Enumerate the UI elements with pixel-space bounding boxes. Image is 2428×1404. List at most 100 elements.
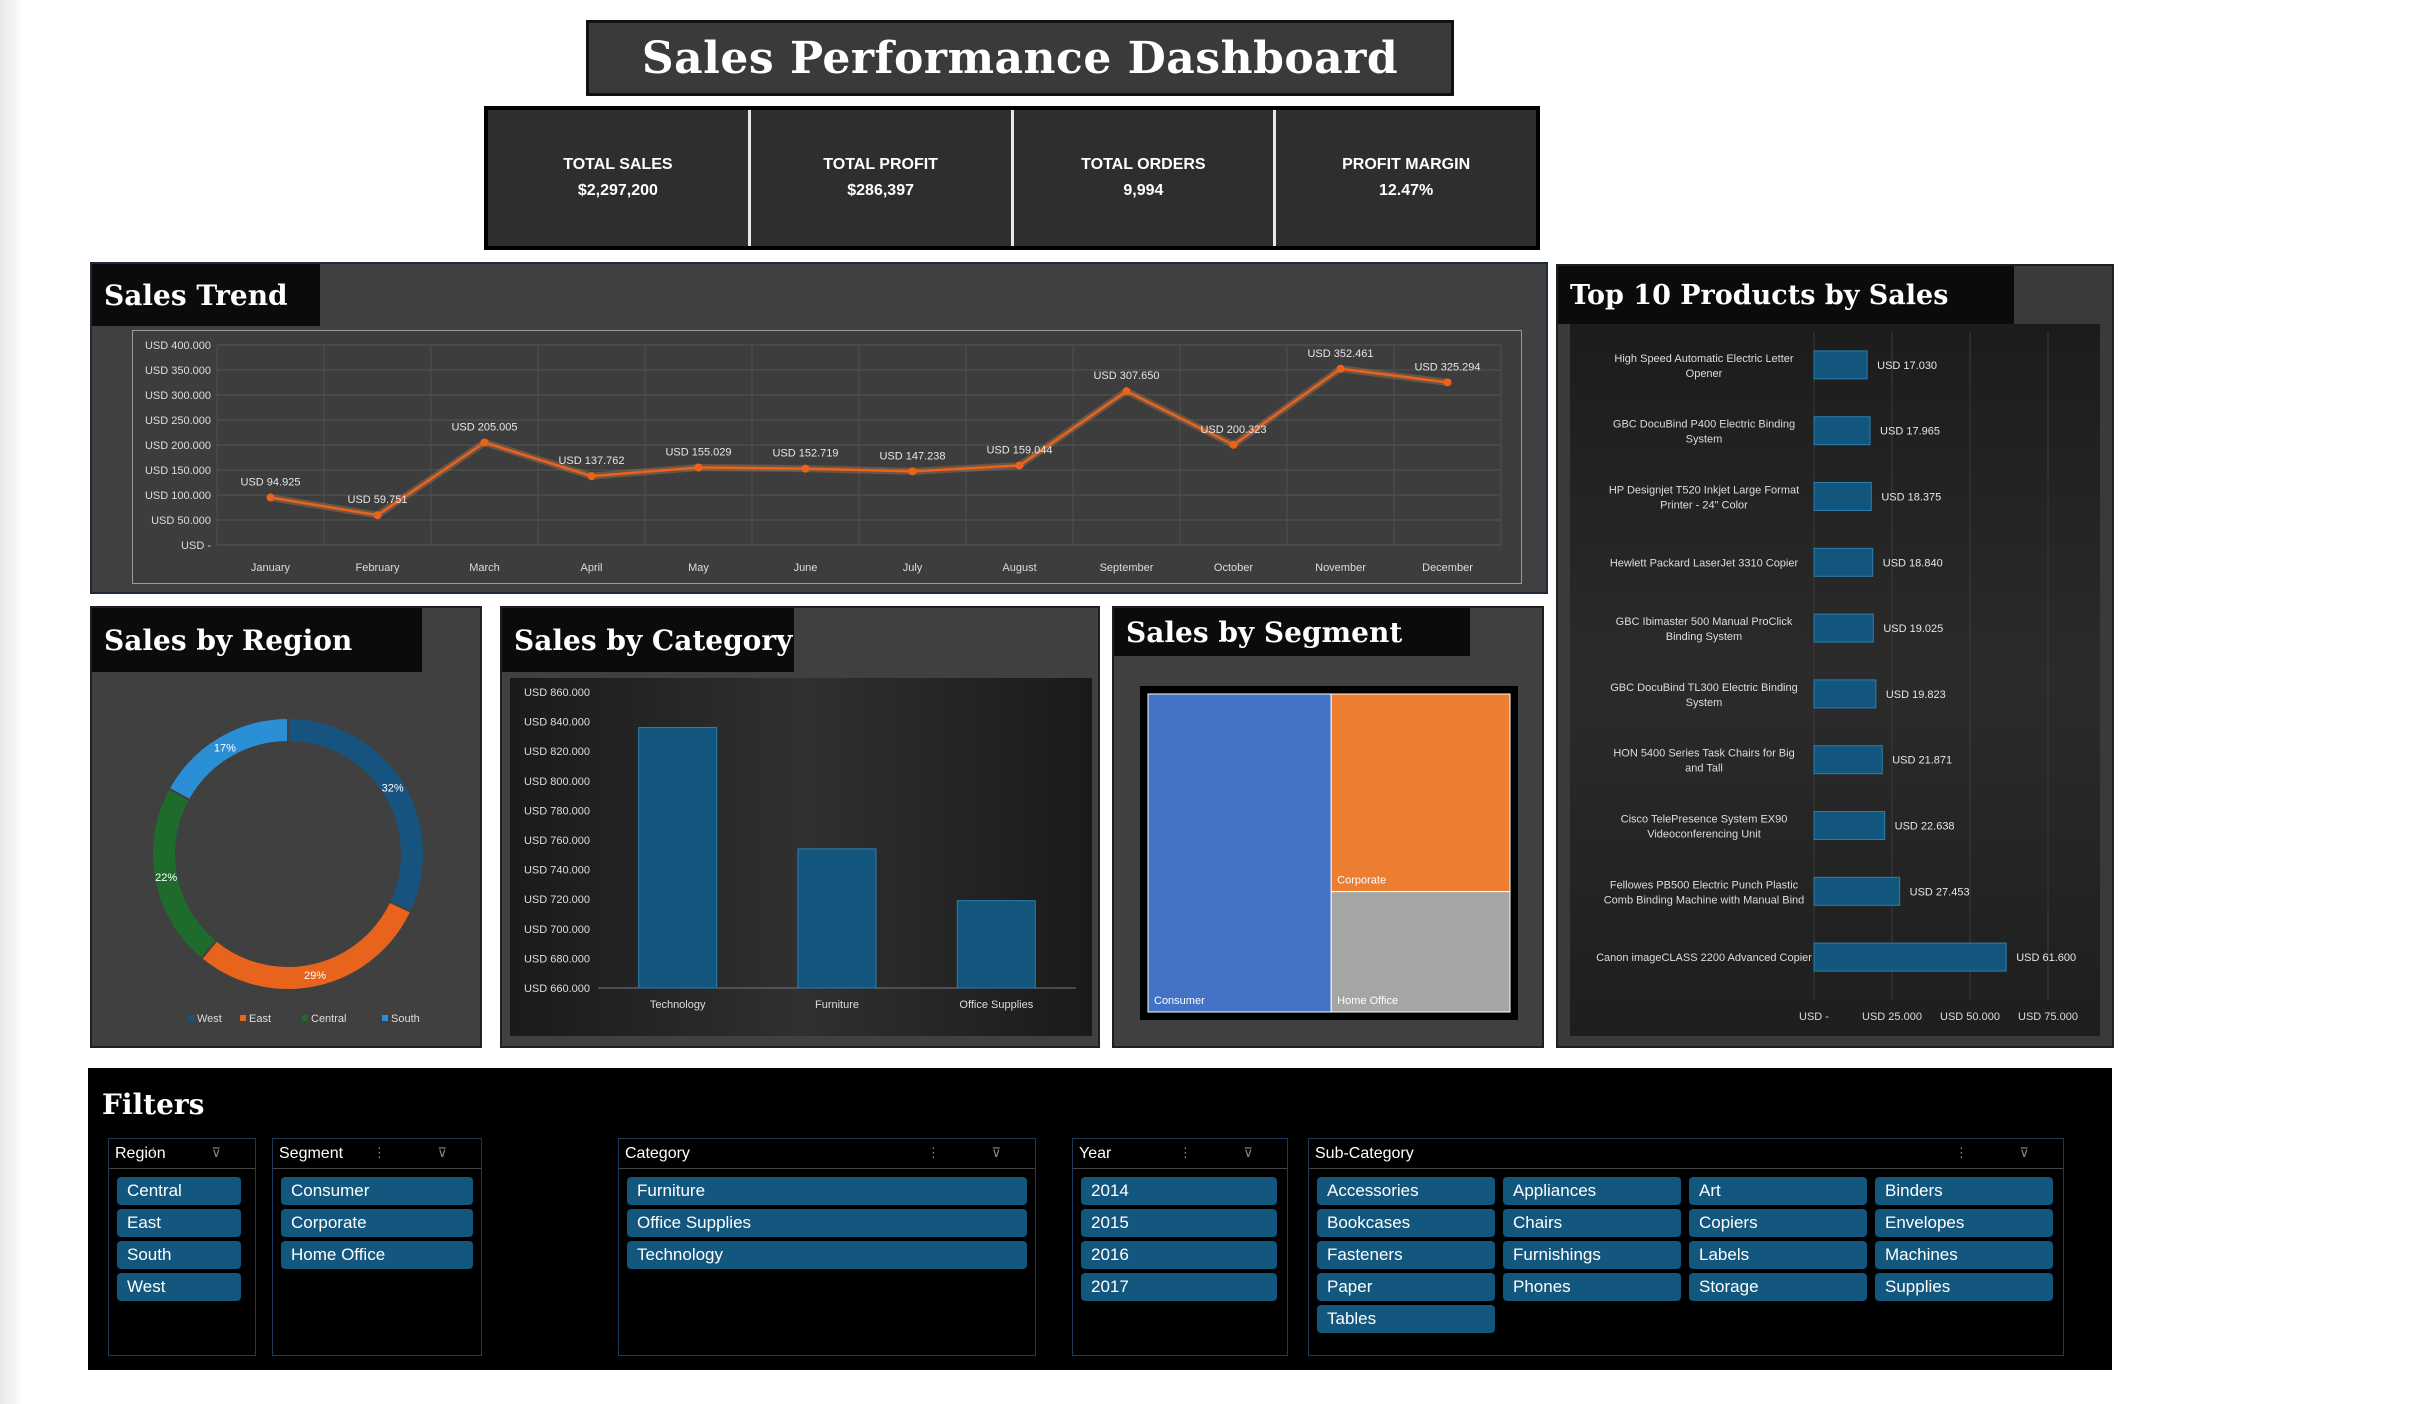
slicer-chip-fasteners[interactable]: Fasteners xyxy=(1317,1241,1495,1269)
slicer-year[interactable]: Year ⋮ ⊽ 2014 2015 2016 2017 xyxy=(1072,1138,1288,1356)
slicer-filter-icon[interactable]: ⋮ ⊽ xyxy=(926,1145,1025,1160)
trend-point[interactable] xyxy=(1015,461,1024,470)
category-y-tick: USD 780.000 xyxy=(524,805,590,817)
slicer-chip-home-office[interactable]: Home Office xyxy=(281,1241,473,1269)
trend-point[interactable] xyxy=(694,463,703,472)
slicer-region[interactable]: Region ⋮ ⊽ Central East South West xyxy=(108,1138,256,1356)
trend-x-tick: October xyxy=(1214,562,1253,574)
top-bar[interactable] xyxy=(1813,416,1871,446)
slicer-chip-corporate[interactable]: Corporate xyxy=(281,1209,473,1237)
slicer-chip-paper[interactable]: Paper xyxy=(1317,1273,1495,1301)
trend-y-tick: USD - xyxy=(181,540,211,552)
slicer-chip-chairs[interactable]: Chairs xyxy=(1503,1209,1681,1237)
trend-point[interactable] xyxy=(587,472,596,481)
slicer-filter-icon[interactable]: ⋮ ⊽ xyxy=(372,1145,471,1160)
slicer-chip-labels[interactable]: Labels xyxy=(1689,1241,1867,1269)
top-bar[interactable] xyxy=(1813,811,1886,840)
sales-by-region-panel[interactable]: Sales by Region 32% 29% 22% 17% West East Cent… xyxy=(90,606,482,1048)
slicer-chip-2014[interactable]: 2014 xyxy=(1081,1177,1277,1205)
region-data-label: 29% xyxy=(304,970,326,982)
slicer-chip-envelopes[interactable]: Envelopes xyxy=(1875,1209,2053,1237)
slicer-chip-accessories[interactable]: Accessories xyxy=(1317,1177,1495,1205)
filters-panel: Filters Region ⋮ ⊽ Central East South West … xyxy=(88,1068,2112,1370)
slicer-chip-2016[interactable]: 2016 xyxy=(1081,1241,1277,1269)
slicer-chip-west[interactable]: West xyxy=(117,1273,241,1301)
kpi-label: TOTAL PROFIT xyxy=(823,156,938,173)
slicer-category[interactable]: Category ⋮ ⊽ Furniture Office Supplies Tec… xyxy=(618,1138,1036,1356)
category-bar[interactable] xyxy=(797,848,877,989)
slicer-chip-technology[interactable]: Technology xyxy=(627,1241,1027,1269)
slicer-chip-art[interactable]: Art xyxy=(1689,1177,1867,1205)
slicer-sub-category[interactable]: Sub-Category ⋮ ⊽ Accessories Appliances Ar… xyxy=(1308,1138,2064,1356)
category-bar[interactable] xyxy=(956,900,1036,989)
slicer-header: Segment xyxy=(273,1139,481,1169)
trend-data-label: USD 59.751 xyxy=(348,494,408,506)
trend-point[interactable] xyxy=(1336,364,1345,373)
trend-point[interactable] xyxy=(266,493,275,502)
top-category-label: Hewlett Packard LaserJet 3310 Copier xyxy=(1610,557,1799,569)
trend-data-label: USD 325.294 xyxy=(1414,361,1480,373)
top-bar[interactable] xyxy=(1813,679,1877,709)
trend-point[interactable] xyxy=(1229,440,1238,449)
segment-label: Consumer xyxy=(1154,995,1205,1007)
panel-title: Sales by Category xyxy=(502,608,794,672)
sales-trend-panel[interactable]: Sales Trend USD 400.000 USD 350.000 USD 30… xyxy=(90,262,1548,594)
slicer-chip-2015[interactable]: 2015 xyxy=(1081,1209,1277,1237)
slicer-chip-south[interactable]: South xyxy=(117,1241,241,1269)
region-legend-swatch xyxy=(302,1015,308,1021)
top-bar[interactable] xyxy=(1813,482,1872,511)
slicer-filter-icon[interactable]: ⋮ ⊽ xyxy=(1178,1145,1277,1160)
slicer-title: Segment xyxy=(279,1144,344,1162)
category-bar[interactable] xyxy=(638,727,718,989)
region-slice-south[interactable] xyxy=(167,716,289,802)
region-slice-west[interactable] xyxy=(287,716,425,914)
top-bar[interactable] xyxy=(1813,876,1901,906)
top-bar[interactable] xyxy=(1813,745,1883,775)
segment-block-home-office[interactable] xyxy=(1330,891,1511,1013)
trend-point[interactable] xyxy=(480,438,489,447)
sales-by-segment-panel[interactable]: Sales by Segment Consumer Corporate Home O… xyxy=(1112,606,1544,1048)
top-bar[interactable] xyxy=(1813,350,1868,380)
slicer-chip-central[interactable]: Central xyxy=(117,1177,241,1205)
segment-block-corporate[interactable] xyxy=(1330,693,1511,893)
top-products-chart[interactable]: USD - USD 25.000 USD 50.000 USD 75.000 USD 1… xyxy=(1570,324,2100,1036)
slicer-filter-icon[interactable]: ⋮ ⊽ xyxy=(146,1145,245,1160)
slicer-chip-furnishings[interactable]: Furnishings xyxy=(1503,1241,1681,1269)
top-bar[interactable] xyxy=(1813,942,2007,972)
slicer-chip-phones[interactable]: Phones xyxy=(1503,1273,1681,1301)
category-chart[interactable]: USD 860.000 USD 840.000 USD 820.000 USD 800… xyxy=(510,678,1092,1036)
slicer-chip-east[interactable]: East xyxy=(117,1209,241,1237)
trend-y-tick: USD 350.000 xyxy=(145,365,211,377)
sales-by-category-panel[interactable]: Sales by Category USD 860.000 USD 840.000… xyxy=(500,606,1100,1048)
trend-point[interactable] xyxy=(1443,378,1452,387)
slicer-chip-binders[interactable]: Binders xyxy=(1875,1177,2053,1205)
trend-point[interactable] xyxy=(801,464,810,473)
slicer-chip-storage[interactable]: Storage xyxy=(1689,1273,1867,1301)
slicer-chip-furniture[interactable]: Furniture xyxy=(627,1177,1027,1205)
region-legend-label: Central xyxy=(311,1013,346,1025)
slicer-chip-copiers[interactable]: Copiers xyxy=(1689,1209,1867,1237)
slicer-chip-bookcases[interactable]: Bookcases xyxy=(1317,1209,1495,1237)
trend-point[interactable] xyxy=(908,467,917,476)
slicer-segment[interactable]: Segment ⋮ ⊽ Consumer Corporate Home Office xyxy=(272,1138,482,1356)
segment-chart[interactable]: Consumer Corporate Home Office xyxy=(1140,686,1518,1020)
region-legend-label: South xyxy=(391,1013,420,1025)
trend-point[interactable] xyxy=(373,511,382,520)
sales-trend-chart[interactable]: USD 400.000 USD 350.000 USD 300.000 USD 250… xyxy=(132,330,1522,584)
segment-block-consumer[interactable] xyxy=(1147,693,1332,1013)
slicer-chip-2017[interactable]: 2017 xyxy=(1081,1273,1277,1301)
slicer-chip-machines[interactable]: Machines xyxy=(1875,1241,2053,1269)
slicer-chip-office-supplies[interactable]: Office Supplies xyxy=(627,1209,1027,1237)
slicer-chip-appliances[interactable]: Appliances xyxy=(1503,1177,1681,1205)
region-donut-svg: 32% 29% 22% 17% West East Central South xyxy=(151,716,425,1025)
slicer-chip-tables[interactable]: Tables xyxy=(1317,1305,1495,1333)
top-products-panel[interactable]: Top 10 Products by Sales USD - USD 25.000… xyxy=(1556,264,2114,1048)
left-edge xyxy=(0,0,20,1404)
slicer-filter-icon[interactable]: ⋮ ⊽ xyxy=(1954,1145,2053,1160)
top-bar[interactable] xyxy=(1813,547,1874,577)
slicer-chip-consumer[interactable]: Consumer xyxy=(281,1177,473,1205)
slicer-chip-supplies[interactable]: Supplies xyxy=(1875,1273,2053,1301)
trend-x-tick: July xyxy=(903,562,923,574)
top-bar[interactable] xyxy=(1813,613,1874,643)
trend-point[interactable] xyxy=(1122,387,1131,396)
